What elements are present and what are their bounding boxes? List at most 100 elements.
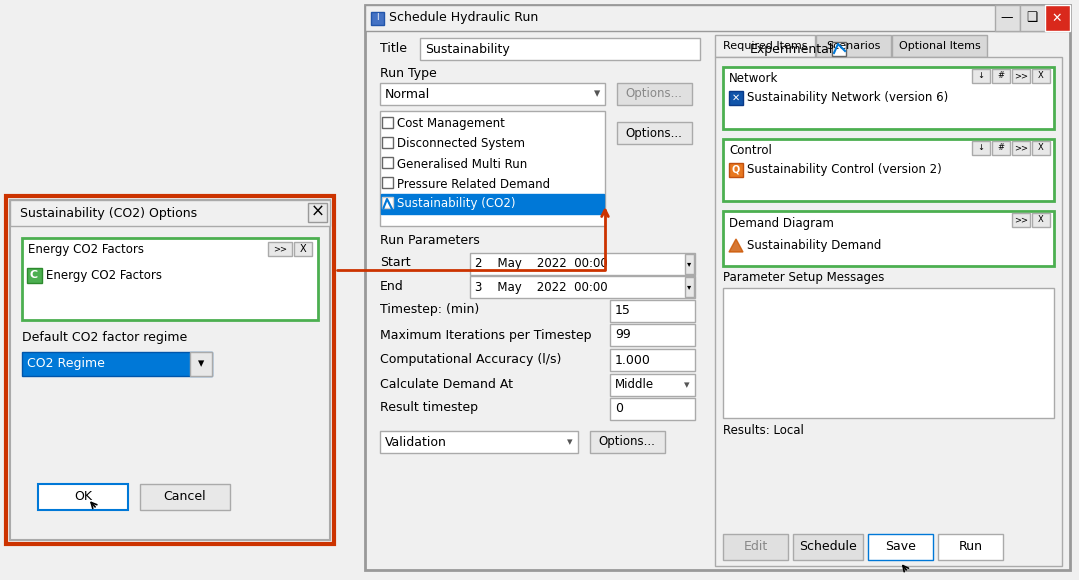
Bar [715,57,1062,566]
Text: Results: Local: Results: Local [723,425,804,437]
Text: End: End [380,280,404,292]
Text: ❑: ❑ [1026,12,1038,24]
Text: Parameter Setup Messages: Parameter Setup Messages [723,271,885,285]
Bar [10,200,330,226]
Text: ▾: ▾ [684,380,689,390]
Bar [367,31,1068,568]
Text: Schedule: Schedule [800,541,857,553]
Text: Start: Start [380,256,411,270]
Text: Generalised Multi Run: Generalised Multi Run [397,158,528,171]
Bar [470,276,695,298]
Text: I: I [375,13,379,23]
Bar [365,5,1070,31]
Text: 0: 0 [615,403,623,415]
Bar [1012,69,1030,83]
Text: Cost Management: Cost Management [397,118,505,130]
Bar [380,431,578,453]
Text: Energy CO2 Factors: Energy CO2 Factors [46,269,162,281]
Bar [1032,69,1050,83]
Text: #: # [997,71,1005,81]
Bar [140,484,230,510]
Bar [22,238,318,320]
Bar [1012,141,1030,155]
Text: ▾: ▾ [197,357,204,371]
Bar [1044,5,1070,31]
Text: Sustainability Network (version 6): Sustainability Network (version 6) [747,92,948,104]
Text: Demand Diagram: Demand Diagram [729,216,834,230]
Text: Scenarios: Scenarios [827,41,880,51]
Text: #: # [997,143,1005,153]
Text: ✕: ✕ [1052,12,1062,24]
Text: Schedule Hydraulic Run: Schedule Hydraulic Run [390,12,538,24]
Text: Required Items: Required Items [723,41,807,51]
Bar [1032,213,1050,227]
Text: >>: >> [1014,143,1028,153]
Text: —: — [1000,12,1013,24]
Bar [715,35,815,57]
Text: Disconnected System: Disconnected System [397,137,525,150]
Text: Title: Title [380,42,407,56]
Text: ▾: ▾ [687,259,692,269]
Text: CO2 Regime: CO2 Regime [27,357,105,371]
Text: Experimental: Experimental [750,42,833,56]
Bar [723,211,1054,266]
Bar [470,253,695,275]
Bar [380,83,605,105]
Bar [972,141,991,155]
Text: ▾: ▾ [568,437,573,447]
Text: Energy CO2 Factors: Energy CO2 Factors [28,244,144,256]
Text: X: X [1038,216,1043,224]
Text: Calculate Demand At: Calculate Demand At [380,379,513,392]
Bar [610,349,695,371]
Bar [992,141,1010,155]
Bar [610,374,695,396]
Text: Normal: Normal [385,88,431,100]
Bar [365,5,1070,570]
Text: Sustainability (CO2): Sustainability (CO2) [397,198,516,211]
Text: Computational Accuracy (l/s): Computational Accuracy (l/s) [380,353,561,367]
Text: Run Type: Run Type [380,67,437,79]
Text: >>: >> [1014,216,1028,224]
Text: ↓: ↓ [978,71,984,81]
Text: X: X [1038,143,1043,153]
Text: 2    May    2022  00:00: 2 May 2022 00:00 [475,258,607,270]
Text: Timestep: (min): Timestep: (min) [380,303,479,317]
Text: >>: >> [273,245,287,253]
Bar [685,277,694,297]
Bar [1012,213,1030,227]
Text: Result timestep: Result timestep [380,401,478,415]
Text: OK: OK [74,491,92,503]
Bar [382,117,393,128]
Bar [617,83,692,105]
Text: ▾: ▾ [687,282,692,292]
Bar [381,194,604,214]
Bar [610,398,695,420]
Text: Optional Items: Optional Items [899,41,981,51]
Text: Run Parameters: Run Parameters [380,234,480,246]
Text: Network: Network [729,72,778,85]
Bar [892,35,987,57]
Bar [617,122,692,144]
Bar [723,67,1054,129]
Bar [729,91,743,105]
Bar [12,226,328,538]
Bar [420,38,700,60]
Bar [190,352,211,376]
Bar [610,324,695,346]
Text: Control: Control [729,144,771,158]
Bar [992,69,1010,83]
Text: ↓: ↓ [978,143,984,153]
Text: Sustainability: Sustainability [425,42,509,56]
Bar [27,268,42,283]
Text: Maximum Iterations per Timestep: Maximum Iterations per Timestep [380,328,591,342]
Text: ✕: ✕ [732,93,740,103]
Text: Edit: Edit [743,541,767,553]
Text: Validation: Validation [385,436,447,448]
Text: Options...: Options... [599,436,655,448]
Text: X: X [300,244,306,254]
Bar [723,139,1054,201]
Bar [972,69,991,83]
Text: Options...: Options... [626,88,682,100]
Text: X: X [1038,71,1043,81]
Text: Run: Run [958,541,983,553]
